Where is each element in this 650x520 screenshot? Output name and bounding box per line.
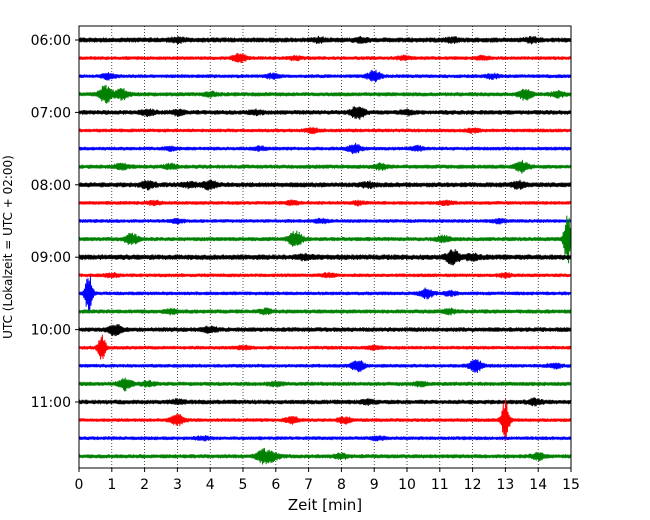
x-tick-label: 13: [496, 477, 514, 493]
y-tick-label: 10:00: [31, 323, 71, 339]
trace-row-1000: [78, 323, 572, 337]
seismogram-traces: [78, 35, 572, 465]
x-axis-label: Zeit [min]: [288, 496, 362, 514]
trace-row-0830: [78, 217, 572, 225]
x-axis-ticks: 0 1 2 3 4 5 6 7 8 9 10 11 12 13 14 15: [75, 468, 580, 493]
x-tick-label: 3: [173, 477, 182, 493]
y-tick-label: 08:00: [31, 178, 71, 194]
trace-row-1115: [78, 398, 572, 441]
trace-row-0745: [78, 159, 572, 174]
y-axis-label: UTC (Lokalzeit = UTC + 02:00): [1, 155, 15, 339]
x-tick-label: 7: [304, 477, 313, 493]
x-tick-label: 11: [431, 477, 449, 493]
x-tick-label: 14: [529, 477, 547, 493]
trace-row-0700: [78, 106, 572, 120]
plot-frame: [78, 25, 572, 469]
trace-row-1030: [78, 359, 572, 373]
x-tick-label: 12: [464, 477, 482, 493]
x-tick-label: 10: [398, 477, 416, 493]
trace-row-0900: [78, 249, 572, 266]
trace-row-0600: [78, 35, 572, 45]
trace-row-0630: [78, 69, 572, 83]
y-tick-label: 06:00: [31, 33, 71, 49]
trace-row-0845: [78, 215, 572, 264]
y-tick-label: 11:00: [31, 395, 71, 411]
trace-row-0615: [78, 52, 572, 64]
trace-row-1130: [78, 434, 572, 442]
trace-row-1100: [78, 397, 572, 407]
x-tick-label: 1: [107, 477, 116, 493]
x-tick-label: 4: [206, 477, 215, 493]
trace-row-1145: [78, 447, 572, 465]
trace-row-0715: [78, 126, 572, 135]
trace-row-1045: [78, 377, 572, 392]
trace-row-0645: [78, 84, 572, 104]
x-tick-label: 8: [337, 477, 346, 493]
trace-row-0945: [78, 307, 572, 316]
y-tick-label: 07:00: [31, 105, 71, 121]
x-tick-label: 15: [562, 477, 580, 493]
y-axis-ticks: 06:00 07:00 08:00 09:00 10:00 11:00: [31, 33, 79, 411]
trace-row-0815: [78, 199, 572, 207]
trace-row-0915: [78, 271, 572, 279]
trace-row-0930: [78, 276, 572, 313]
trace-row-0800: [78, 179, 572, 191]
x-tick-label: 9: [370, 477, 379, 493]
x-tick-label: 6: [271, 477, 280, 493]
trace-row-1015: [78, 334, 572, 360]
x-tick-label: 0: [75, 477, 84, 493]
x-tick-label: 5: [239, 477, 248, 493]
y-tick-label: 09:00: [31, 250, 71, 266]
trace-row-0730: [78, 142, 572, 155]
x-tick-label: 2: [140, 477, 149, 493]
